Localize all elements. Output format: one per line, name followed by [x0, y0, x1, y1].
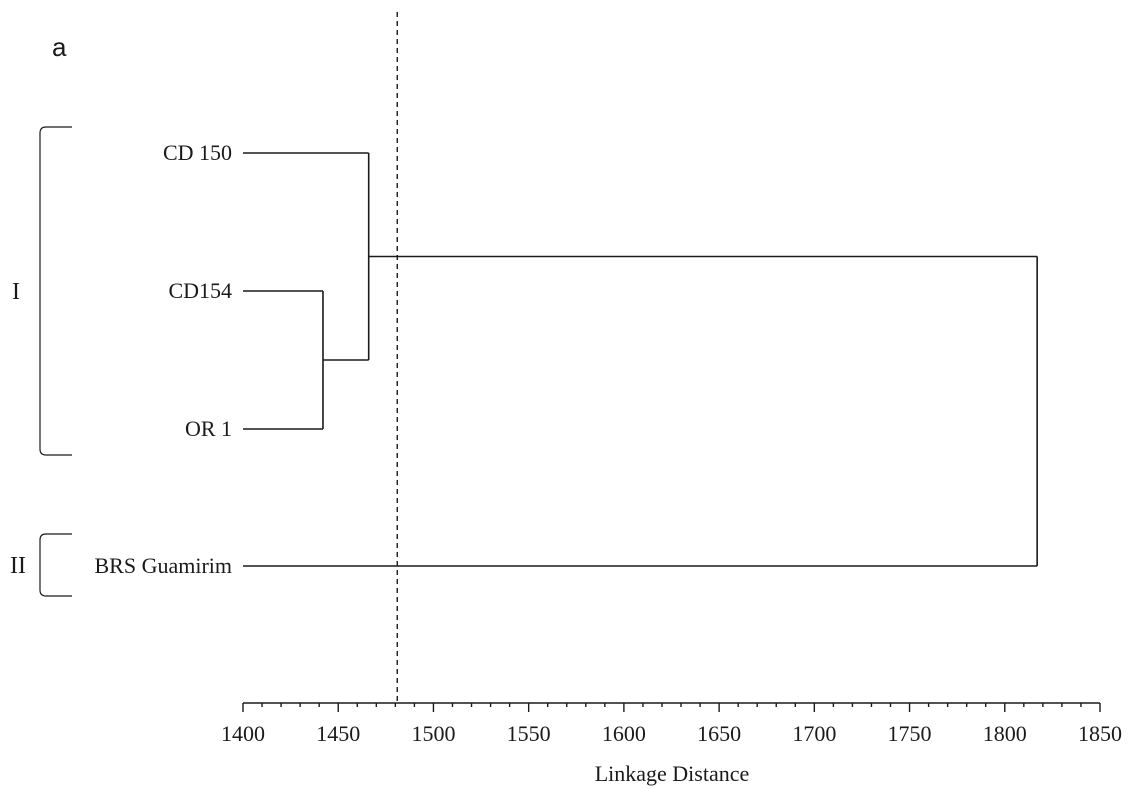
group-label: II [10, 553, 26, 579]
leaf-label: CD 150 [163, 140, 232, 165]
group-bracket [39, 533, 72, 597]
x-tick-label: 1800 [983, 721, 1027, 746]
panel-label: a [52, 32, 67, 62]
x-tick-label: 1850 [1078, 721, 1122, 746]
x-tick-label: 1750 [888, 721, 932, 746]
x-tick-label: 1650 [697, 721, 741, 746]
x-tick-label: 1500 [411, 721, 455, 746]
x-tick-label: 1700 [792, 721, 836, 746]
leaf-label: BRS Guamirim [94, 553, 232, 578]
group-brackets: III [10, 126, 72, 597]
dendrogram-links [243, 152, 1038, 567]
x-axis-title: Linkage Distance [595, 761, 750, 786]
group-label: I [12, 279, 20, 305]
leaf-label: CD154 [168, 278, 232, 303]
x-tick-label: 1400 [221, 721, 265, 746]
leaf-labels: CD 150 CD154 OR 1 BRS Guamirim [94, 140, 232, 578]
leaf-label: OR 1 [185, 416, 232, 441]
x-tick-label: 1550 [507, 721, 551, 746]
x-axis: 1400 1450 1500 1550 1600 1650 1700 1750 1800 1850 [221, 702, 1122, 746]
x-tick-label: 1450 [316, 721, 360, 746]
group-bracket [39, 126, 72, 456]
x-tick-label: 1600 [602, 721, 646, 746]
